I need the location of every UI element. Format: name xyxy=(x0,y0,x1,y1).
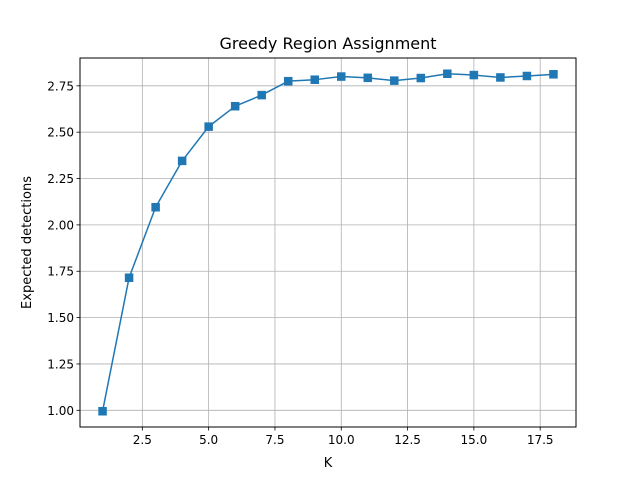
series-line xyxy=(101,73,554,412)
data-point xyxy=(522,71,532,81)
y-tick-label: 2.25 xyxy=(47,172,74,186)
y-tick-label: 2.75 xyxy=(47,79,74,93)
data-point xyxy=(469,70,479,80)
data-point xyxy=(177,156,187,166)
x-tick-label: 2.5 xyxy=(133,433,152,447)
data-point xyxy=(283,76,293,86)
data-point xyxy=(337,72,346,81)
y-tick-label: 2.50 xyxy=(47,126,74,140)
data-point xyxy=(204,122,213,131)
x-tick-label: 7.5 xyxy=(265,433,284,447)
data-point xyxy=(230,101,240,111)
x-tick-label: 10.0 xyxy=(328,433,355,447)
y-tick-label: 1.00 xyxy=(47,404,74,418)
x-tick-label: 15.0 xyxy=(461,433,488,447)
plot-area-frame xyxy=(79,57,577,428)
data-point xyxy=(363,73,373,83)
x-tick-label: 12.5 xyxy=(394,433,421,447)
chart-title: Greedy Region Assignment xyxy=(219,34,436,53)
y-tick-label: 1.50 xyxy=(47,311,74,325)
data-point xyxy=(124,273,134,282)
x-axis-label: K xyxy=(324,456,333,471)
data-point xyxy=(496,73,505,82)
data-point xyxy=(151,203,160,212)
y-tick-label: 1.75 xyxy=(47,265,74,279)
data-point xyxy=(98,406,107,416)
x-tick-label: 17.5 xyxy=(527,433,554,447)
y-axis-label: Expected detections xyxy=(20,176,35,309)
data-point xyxy=(549,70,558,79)
y-tick-label: 2.00 xyxy=(47,218,74,232)
x-tick-label: 5.0 xyxy=(199,433,218,447)
data-point xyxy=(416,73,426,83)
series-markers xyxy=(98,69,558,416)
data-point xyxy=(390,76,399,85)
grid xyxy=(80,58,576,427)
y-tick-label: 1.25 xyxy=(47,357,74,371)
data-point xyxy=(310,75,319,84)
series-line-layer xyxy=(101,73,554,412)
data-point xyxy=(443,69,452,79)
axis-ticks: 2.5 5.0 7.5 10.0 12.5 15.0 17.5 1.00 1.25 1.50 1.7… xyxy=(47,79,553,447)
data-point xyxy=(257,90,266,100)
